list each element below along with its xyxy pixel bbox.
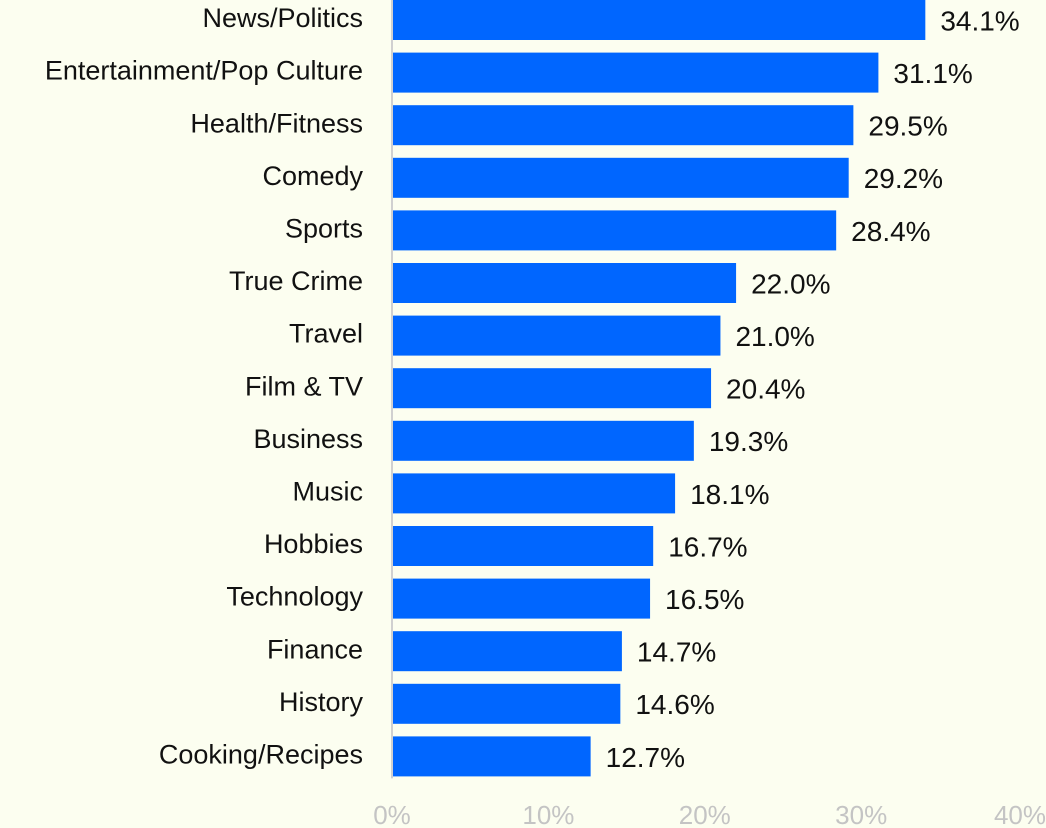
bar <box>392 157 849 198</box>
category-label: Business <box>253 424 363 454</box>
value-label: 29.2% <box>864 163 943 194</box>
category-label: Comedy <box>262 161 363 191</box>
bar <box>392 105 854 146</box>
value-label: 16.7% <box>668 531 747 562</box>
value-label: 29.5% <box>868 111 947 142</box>
bars-layer <box>392 0 926 777</box>
bar <box>392 368 712 409</box>
bar <box>392 578 651 619</box>
bar <box>392 631 622 672</box>
category-label: Film & TV <box>245 371 363 401</box>
x-axis-ticks: 0% 10% 20% 30% 40% <box>373 800 1046 828</box>
value-label: 28.4% <box>851 216 930 247</box>
category-label: Health/Fitness <box>190 108 363 138</box>
value-label: 16.5% <box>665 584 744 615</box>
value-label: 20.4% <box>726 374 805 405</box>
value-label: 21.0% <box>735 321 814 352</box>
category-label: Travel <box>289 319 363 349</box>
value-label: 14.7% <box>637 637 716 668</box>
bar <box>392 315 721 356</box>
category-label: Hobbies <box>264 529 363 559</box>
bar <box>392 263 737 303</box>
category-labels: News/Politics Entertainment/Pop Culture He… <box>45 3 364 769</box>
bar <box>392 683 621 724</box>
bar <box>392 526 654 566</box>
category-label: News/Politics <box>202 3 363 33</box>
value-labels: 34.1% 31.1% 29.5% 29.2% 28.4% 22.0% 21.0% 20.4%… <box>606 5 1020 772</box>
category-label: Sports <box>285 214 363 244</box>
bar <box>392 736 591 777</box>
category-label: History <box>279 687 364 717</box>
x-tick-label: 10% <box>522 800 574 828</box>
bar <box>392 420 694 461</box>
category-label: Cooking/Recipes <box>159 740 363 770</box>
value-label: 12.7% <box>606 742 685 773</box>
value-label: 31.1% <box>893 58 972 89</box>
bar <box>392 52 879 93</box>
value-label: 14.6% <box>635 689 714 720</box>
x-tick-label: 40% <box>994 800 1046 828</box>
value-label: 22.0% <box>751 268 830 299</box>
bar <box>392 210 837 251</box>
x-tick-label: 20% <box>679 800 731 828</box>
category-label: Music <box>292 477 363 507</box>
bar <box>392 0 926 40</box>
category-label: Finance <box>267 634 363 664</box>
bar <box>392 473 676 514</box>
category-label: Technology <box>226 582 363 612</box>
x-tick-label: 30% <box>835 800 887 828</box>
value-label: 34.1% <box>940 5 1019 36</box>
x-tick-label: 0% <box>373 800 411 828</box>
value-label: 19.3% <box>709 426 788 457</box>
category-label: Entertainment/Pop Culture <box>45 56 363 86</box>
value-label: 18.1% <box>690 479 769 510</box>
category-label: True Crime <box>229 266 363 296</box>
